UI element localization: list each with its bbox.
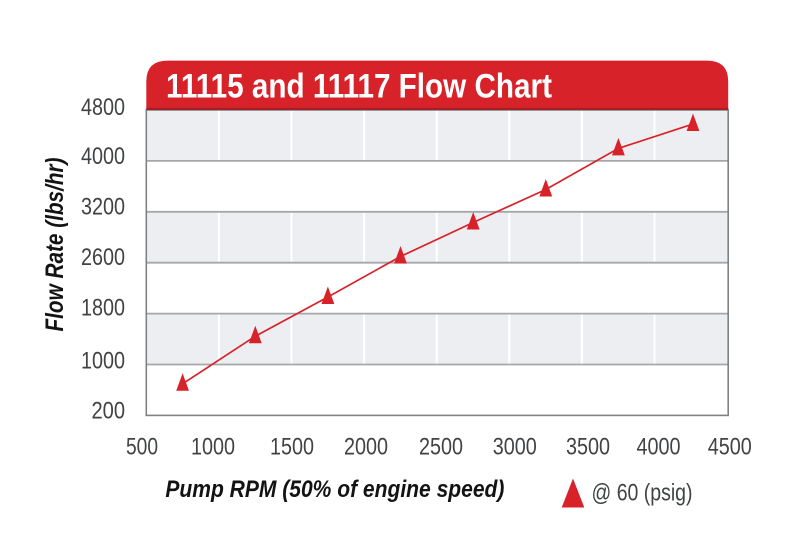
- svg-text:4000: 4000: [81, 143, 125, 170]
- svg-text:500: 500: [126, 434, 158, 461]
- svg-text:3000: 3000: [493, 434, 537, 461]
- svg-text:200: 200: [92, 398, 126, 425]
- svg-text:2000: 2000: [344, 434, 388, 461]
- svg-text:Pump RPM (50% of engine speed): Pump RPM (50% of engine speed): [165, 476, 504, 503]
- svg-text:3500: 3500: [566, 434, 610, 461]
- svg-text:@ 60 (psig): @ 60 (psig): [592, 480, 693, 507]
- svg-text:1800: 1800: [81, 295, 125, 322]
- svg-text:Flow Rate (lbs/hr): Flow Rate (lbs/hr): [41, 158, 69, 332]
- svg-text:4500: 4500: [708, 434, 752, 461]
- svg-text:11115 and 11117 Flow Chart: 11115 and 11117 Flow Chart: [166, 68, 552, 106]
- svg-text:4000: 4000: [637, 434, 681, 461]
- svg-text:1000: 1000: [191, 434, 235, 461]
- svg-text:4800: 4800: [81, 94, 125, 121]
- svg-text:1500: 1500: [270, 434, 314, 461]
- svg-text:2500: 2500: [419, 434, 463, 461]
- svg-text:3200: 3200: [81, 194, 125, 221]
- svg-text:1000: 1000: [81, 348, 125, 375]
- svg-text:2600: 2600: [81, 244, 125, 271]
